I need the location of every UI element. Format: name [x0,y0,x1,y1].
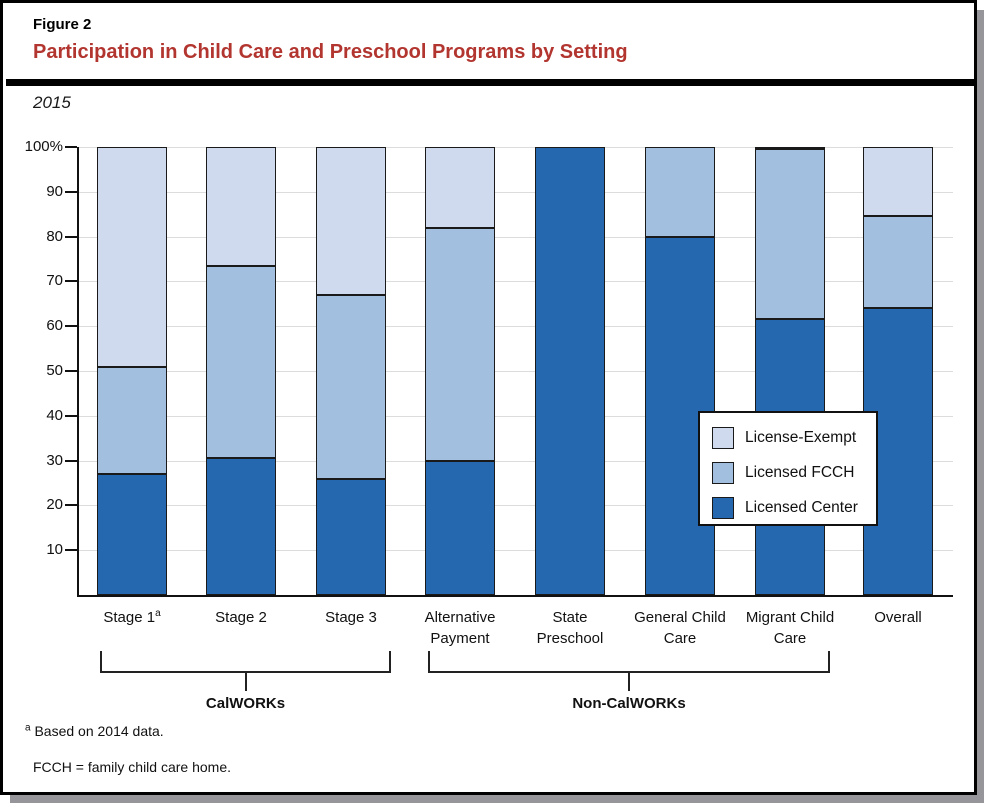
footnote-mark: a [155,608,161,619]
bar-stage-2-segment-licensed-center [206,458,276,595]
chart-legend: License-Exempt Licensed FCCH Licensed Cent… [698,411,878,526]
bar-stage-2-segment-licensed-fcch [206,265,276,459]
group-bracket-non-calworks-left-end [428,651,430,673]
group-bracket-calworks-center-tick [244,673,247,691]
x-axis-line [77,595,953,597]
bar-alternative-payment-segment-licensed-center [425,460,495,595]
group-bracket-calworks-bar [100,671,391,673]
y-axis-label: 90 [46,182,63,200]
gridline [77,415,953,417]
x-label-stage-3: Stage 3 [325,609,377,626]
bar-stage-3-segment-licensed-center [316,478,386,595]
group-bracket-non-calworks-right-end [828,651,830,673]
y-axis-tick [65,459,77,462]
bar-overall-segment-license-exempt [863,147,933,217]
header-rule [6,79,977,86]
bar-alternative-payment-segment-license-exempt [425,147,495,228]
legend-label: Licensed Center [745,499,858,516]
gridline [77,550,953,552]
legend-label: License-Exempt [745,429,857,446]
drop-shadow-right [977,10,984,803]
y-axis-label: 40 [46,406,63,424]
figure-title: Participation in Child Care and Preschoo… [33,41,628,63]
y-axis-tick [65,325,77,328]
bar-state-preschool-segment-licensed-center [535,147,605,595]
gridline [77,371,953,372]
legend-item-licensed-center: Licensed Center [700,497,876,519]
group-bracket-non-calworks-center-tick [628,673,630,691]
y-axis-label: 60 [46,317,63,335]
x-label-general-child-care: General Child Care [634,609,726,647]
y-axis-label: 100% [24,138,63,155]
x-label-alternative-payment: Alternative Payment [424,609,496,647]
bar-stage-3-segment-license-exempt [316,147,386,295]
footnote-a-mark: a [25,722,31,734]
bar-stage-1-segment-licensed-fcch [97,366,167,475]
footnote-fcch: FCCH = family child care home. [33,759,232,775]
gridline [77,505,953,507]
y-axis-tick [65,370,77,372]
y-axis-tick [65,190,77,193]
gridline [77,460,953,462]
gridline [77,326,953,328]
y-axis-tick [65,146,77,148]
x-label-migrant-child-care: Migrant Child Care [745,609,835,647]
group-bracket-non-calworks-bar [428,671,830,673]
y-axis-label: 30 [46,451,63,469]
legend-item-license-exempt: License-Exempt [700,427,876,449]
gridline [77,147,953,148]
group-bracket-calworks-left-end [100,651,102,673]
gridline [77,281,953,283]
gridline [77,236,953,238]
bar-migrant-child-care-segment-licensed-fcch [755,149,825,320]
group-bracket-calworks-right-end [389,651,391,673]
legend-item-licensed-fcch: Licensed FCCH [700,462,876,484]
y-axis-line [77,147,79,597]
bar-alternative-payment-segment-licensed-fcch [425,227,495,461]
legend-swatch-licensed-center [712,497,734,519]
bar-overall-segment-licensed-fcch [863,216,933,309]
y-axis-label: 80 [46,227,63,245]
y-axis-tick [65,504,77,507]
legend-swatch-license-exempt [712,427,734,449]
y-axis-tick [65,280,77,283]
y-axis-tick [65,549,77,552]
bar-migrant-child-care-segment-license-exempt [755,147,825,150]
legend-swatch-licensed-fcch [712,462,734,484]
x-label-stage-2: Stage 2 [215,609,267,626]
y-axis-label: 50 [46,362,63,379]
drop-shadow-bottom [10,795,984,803]
x-label-state-preschool: State Preschool [536,609,604,647]
bar-stage-1-segment-licensed-center [97,474,167,595]
group-bracket-calworks-label: CalWORKs [205,695,286,712]
y-axis-label: 70 [46,272,63,290]
y-axis-label: 20 [46,496,63,514]
bar-general-child-care-segment-licensed-fcch [645,147,715,237]
x-label-stage-1: Stage 1a [103,608,161,627]
y-axis-label: 10 [46,541,63,559]
bar-stage-2-segment-license-exempt [206,147,276,266]
footnote-a: a Based on 2014 data. [25,723,164,739]
bar-stage-1-segment-license-exempt [97,147,167,367]
figure-number-label: Figure 2 [33,16,92,33]
group-bracket-non-calworks-label: Non-CalWORKs [572,695,686,712]
gridline [77,191,953,193]
bar-stage-3-segment-licensed-fcch [316,294,386,479]
footnote-a-text: Based on 2014 data. [34,723,164,739]
y-axis-tick [65,414,77,417]
x-label-overall: Overall [874,609,922,626]
legend-label: Licensed FCCH [745,464,855,481]
y-axis-tick [65,235,77,238]
year-subtitle: 2015 [33,93,71,112]
